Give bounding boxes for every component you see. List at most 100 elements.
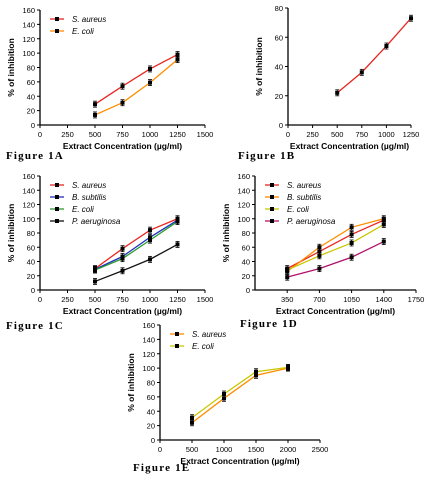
- y-tick-label: 100: [142, 364, 155, 373]
- x-tick-label: 1250: [403, 130, 420, 139]
- legend-label: B. subtilis: [72, 193, 106, 202]
- series-line: [191, 367, 289, 424]
- data-point: [359, 70, 364, 75]
- x-tick-label: 0: [38, 295, 42, 304]
- x-tick-label: 1750: [408, 295, 425, 304]
- data-point: [335, 90, 340, 95]
- data-point: [384, 44, 389, 49]
- legend-label: S. aureus: [72, 181, 106, 190]
- data-point: [175, 242, 180, 247]
- y-tick-label: 100: [22, 215, 35, 224]
- x-tick-label: 750: [116, 295, 129, 304]
- series-e-coli: [190, 364, 290, 422]
- y-tick-label: 0: [31, 121, 35, 130]
- legend-marker: [55, 219, 59, 223]
- data-point: [317, 253, 322, 258]
- data-point: [93, 102, 97, 107]
- y-tick-label: 0: [279, 121, 283, 130]
- y-tick-label: 100: [237, 215, 250, 224]
- data-point: [175, 57, 180, 62]
- data-point: [317, 266, 322, 271]
- legend-label: S. aureus: [192, 330, 226, 339]
- y-axis-label: % of inhibition: [126, 353, 136, 412]
- series-p-aeruginosa: [285, 238, 386, 281]
- data-point: [120, 246, 125, 251]
- y-tick-label: 0: [151, 436, 155, 445]
- data-point: [120, 100, 125, 105]
- series-main: [335, 14, 413, 97]
- x-tick-label: 0: [38, 130, 42, 139]
- caption-figure-1d: Figure 1D: [240, 318, 298, 330]
- x-tick-label: 0: [158, 445, 162, 454]
- data-point: [93, 268, 97, 273]
- data-point: [254, 373, 258, 378]
- data-point: [349, 255, 354, 260]
- series-line: [191, 366, 289, 419]
- x-tick-label: 250: [61, 295, 74, 304]
- data-point: [222, 392, 226, 396]
- y-tick-label: 40: [275, 63, 283, 72]
- data-point: [120, 84, 125, 89]
- data-point: [349, 232, 354, 237]
- legend-marker: [55, 183, 59, 187]
- x-axis-label: Extract Concentration (µg/ml): [290, 141, 409, 151]
- y-tick-label: 60: [147, 393, 155, 402]
- y-tick-label: 60: [275, 33, 283, 42]
- x-tick-label: 750: [356, 130, 369, 139]
- chart-c: 0 20 40 60 80 100 120 140 160 0 250 500 750 1000 1250 1…: [6, 172, 213, 316]
- data-point: [190, 420, 194, 425]
- data-point: [93, 279, 97, 284]
- x-tick-label: 1500: [197, 130, 214, 139]
- y-axis-label: % of inhibition: [221, 204, 231, 263]
- y-tick-label: 160: [22, 172, 35, 181]
- data-point: [254, 369, 258, 374]
- series-line: [94, 53, 178, 105]
- y-axis-label: % of inhibition: [6, 204, 16, 263]
- legend-marker: [270, 195, 274, 199]
- x-axis-label: Extract Concentration (µg/ml): [180, 456, 299, 466]
- legend-label: B. subtilis: [287, 193, 321, 202]
- series-e-coli: [285, 221, 386, 274]
- x-tick-label: 250: [306, 130, 319, 139]
- y-tick-label: 60: [27, 78, 35, 87]
- series-line: [94, 59, 178, 116]
- y-tick-label: 60: [27, 243, 35, 252]
- y-tick-label: 0: [31, 286, 35, 295]
- data-point: [349, 225, 354, 230]
- y-axis-label: % of inhibition: [6, 38, 16, 97]
- series-e-coli: [93, 56, 180, 119]
- x-tick-label: 250: [61, 130, 74, 139]
- y-tick-label: 100: [22, 49, 35, 58]
- x-tick-label: 500: [89, 295, 102, 304]
- y-tick-label: 120: [22, 35, 35, 44]
- legend-label: E. coli: [72, 205, 94, 214]
- y-tick-label: 120: [142, 350, 155, 359]
- series-line: [286, 223, 385, 271]
- x-tick-label: 1500: [248, 445, 265, 454]
- y-tick-label: 160: [237, 172, 250, 181]
- y-tick-label: 140: [22, 186, 35, 195]
- y-tick-label: 120: [237, 201, 250, 210]
- y-tick-label: 140: [237, 186, 250, 195]
- data-point: [93, 112, 97, 117]
- legend: S. aureus E. coli: [50, 15, 106, 36]
- x-tick-label: 1250: [169, 130, 186, 139]
- legend: S. aureus B. subtilis E. coli P. aeruginosa: [265, 181, 336, 226]
- x-tick-label: 1000: [142, 130, 159, 139]
- legend-marker: [270, 219, 274, 223]
- chart-b: 0 20 40 60 80 0 250 500 750 1000 1250 Extract Conce…: [254, 4, 419, 151]
- series-line: [286, 218, 384, 272]
- y-tick-label: 140: [22, 20, 35, 29]
- data-point: [120, 268, 125, 273]
- x-tick-label: 350: [281, 295, 294, 304]
- series-line: [94, 243, 178, 283]
- x-tick-label: 750: [116, 130, 129, 139]
- x-tick-label: 0: [286, 130, 290, 139]
- series-s-aureus: [93, 51, 180, 108]
- y-tick-label: 40: [27, 92, 35, 101]
- caption-figure-1c: Figure 1C: [6, 320, 64, 332]
- x-tick-label: 1000: [142, 295, 159, 304]
- legend-marker: [55, 29, 59, 33]
- x-tick-label: 2500: [312, 445, 329, 454]
- legend-marker: [55, 17, 59, 21]
